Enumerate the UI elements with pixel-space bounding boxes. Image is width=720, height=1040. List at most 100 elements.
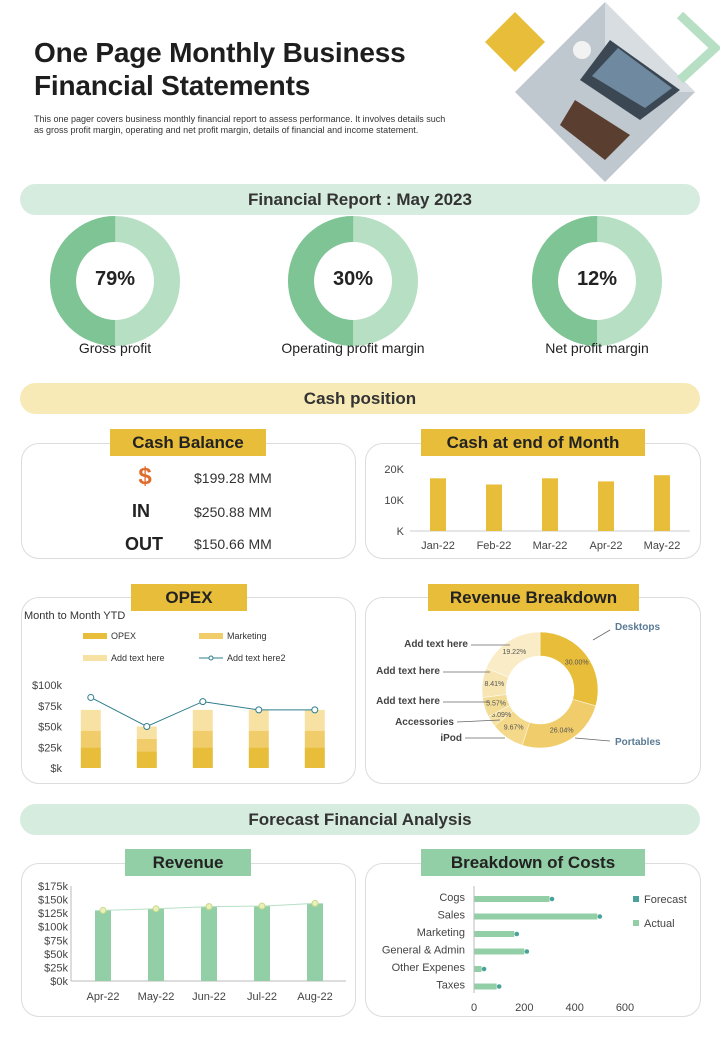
opex-bar-segment [136, 751, 157, 768]
revenue-xtick-label: Apr-22 [86, 991, 119, 1003]
pie-callout-label: Desktops [615, 622, 660, 633]
revenue-breakdown-title: Revenue Breakdown [428, 584, 639, 611]
pie-callout-label: Accessories [395, 717, 454, 728]
revenue-xtick-label: Jun-22 [192, 991, 226, 1003]
cash-bar [542, 478, 558, 531]
donut-chart [288, 216, 418, 346]
pie-pct-label: 26.04% [550, 728, 574, 735]
opex-legend-swatch [199, 633, 223, 639]
opex-bar-segment [80, 747, 101, 768]
pie-pct-label: 30.00% [565, 659, 589, 666]
cost-forecast-marker [597, 914, 603, 919]
revenue-bar [307, 903, 323, 981]
cash-ytick-label: K [397, 526, 405, 538]
opex-line-marker [143, 723, 151, 730]
pie-callout-line [456, 719, 501, 723]
opex-line-marker [199, 698, 207, 706]
donut-value: 79% [94, 268, 136, 290]
cash-end-month-chart: K 10K 20K Jan-22 Feb-22 Mar-22 Apr-22 May-22 [384, 464, 690, 552]
pie-pct-label: 3.09% [491, 712, 511, 719]
donut-chart [532, 216, 662, 346]
opex-bar-segment [192, 747, 213, 768]
revenue-xtick-label: May-22 [138, 991, 175, 1003]
revenue-trend-marker [152, 905, 160, 913]
opex-card [21, 597, 356, 784]
opex-subtitle: Month to Month YTD [24, 610, 126, 622]
opex-legend-swatch [83, 633, 107, 639]
opex-bar-segment [304, 709, 325, 731]
cash-out-label: OUT [125, 534, 163, 554]
revenue-bar [254, 906, 270, 981]
forecast-revenue-chart: $0k $25k$50k $75k$100k $125k$150k $175k Apr-2… [38, 881, 346, 1003]
dollar-icon: $ [138, 463, 152, 490]
opex-bar-segment [248, 709, 269, 731]
cash-xtick-label: Apr-22 [589, 540, 622, 552]
cost-actual-bar [474, 948, 525, 955]
pie-slice [539, 631, 599, 707]
donut-arc [532, 216, 662, 346]
cost-breakdown-card [365, 863, 701, 1017]
cash-xtick-label: May-22 [644, 540, 681, 552]
cost-forecast-marker [524, 949, 530, 954]
pie-pct-label: 8.41% [484, 681, 504, 688]
opex-ytick-label: $50k [38, 722, 62, 734]
pie-callout-label: Add text here [376, 666, 440, 677]
revenue-trend-marker [99, 906, 107, 914]
opex-bar-segment [248, 730, 269, 748]
donut-chart [50, 216, 180, 346]
donut-label: Net profit margin [545, 340, 649, 356]
revenue-ytick-label: $150k [38, 895, 68, 907]
cost-actual-bar [474, 913, 598, 920]
opex-legend-label: Marketing [227, 631, 267, 641]
pie-slice [485, 631, 541, 678]
cost-category-label: Sales [437, 910, 465, 922]
cost-category-label: Other Expenes [392, 962, 466, 974]
cost-forecast-marker [549, 896, 555, 902]
page-title-line1: One Page Monthly Business [34, 37, 406, 68]
revenue-ytick-label: $100k [38, 922, 68, 934]
cost-category-label: Marketing [417, 927, 465, 939]
opex-legend-label: OPEX [111, 631, 136, 641]
opex-legend-swatch [83, 655, 107, 661]
cost-actual-bar [474, 896, 550, 902]
cash-balance-card [21, 443, 356, 559]
pie-callout-line [592, 629, 611, 641]
page-description: This one pager covers business monthly f… [34, 114, 446, 135]
revenue-ytick-label: $75k [44, 935, 68, 947]
donut-value: 12% [576, 268, 618, 290]
cash-in-value: $250.88 MM [194, 504, 272, 520]
page-title-line2: Financial Statements [34, 70, 311, 101]
financial-report-heading: Financial Report : May 2023 [20, 184, 700, 215]
cost-category-label: Taxes [436, 980, 465, 992]
cost-xtick-label: 200 [515, 1002, 533, 1014]
pie-callout-label: Add text here [376, 696, 440, 707]
revenue-ytick-label: $125k [38, 908, 68, 920]
revenue-trend-marker [258, 902, 266, 910]
opex-bar-segment [192, 730, 213, 748]
cash-out-value: $150.66 MM [194, 536, 272, 552]
cash-bar [598, 481, 614, 531]
pie-callout-label: Add text here [404, 639, 468, 650]
opex-legend-marker [208, 655, 214, 661]
cost-category-label: Cogs [439, 892, 465, 904]
donut-value: 30% [332, 268, 374, 290]
revenue-xtick-label: Aug-22 [297, 991, 332, 1003]
cost-forecast-marker [514, 931, 520, 937]
donut-arc [50, 216, 180, 346]
forecast-heading: Forecast Financial Analysis [20, 804, 700, 835]
cash-ytick-label: 10K [384, 495, 404, 507]
cost-legend-swatch [633, 920, 639, 926]
opex-bar-segment [248, 747, 269, 768]
revenue-ytick-label: $175k [38, 881, 68, 893]
revenue-bar [95, 910, 111, 981]
cash-xtick-label: Feb-22 [477, 540, 512, 552]
opex-bar-segment [80, 730, 101, 748]
cash-bar [430, 478, 446, 531]
revenue-trend-marker [205, 903, 213, 911]
cost-xtick-label: 400 [565, 1002, 583, 1014]
donut-arc [288, 216, 418, 346]
yellow-diamond-shape [485, 12, 545, 72]
revenue-bar [148, 908, 164, 981]
cash-in-label: IN [132, 501, 150, 521]
opex-ytick-label: $100k [32, 680, 62, 692]
